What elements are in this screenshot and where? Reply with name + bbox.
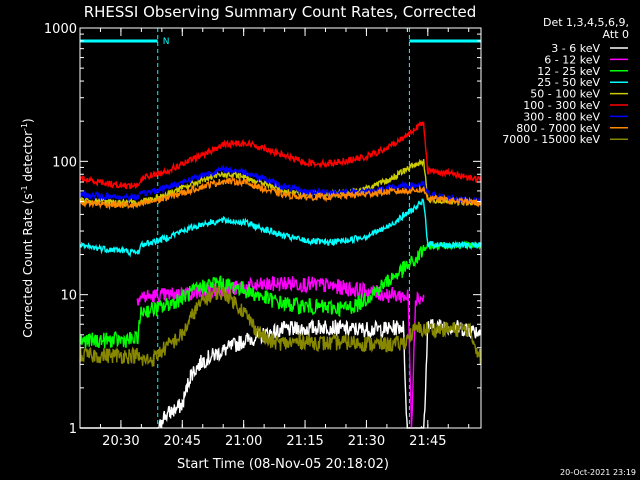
series-line: [79, 240, 482, 349]
night-marker-label: N: [163, 37, 170, 47]
legend-label: 25 - 50 keV: [537, 76, 600, 89]
x-tick-label: 21:30: [348, 434, 385, 449]
x-axis: 20:30 20:45 21:00 21:15 21:30 21:45: [79, 28, 470, 449]
legend-label: 300 - 800 keV: [523, 110, 600, 123]
legend-label: 50 - 100 keV: [530, 88, 600, 101]
y-tick-label: 100: [52, 155, 77, 170]
chart-title: RHESSI Observing Summary Count Rates, Co…: [84, 3, 477, 21]
series-line: [79, 285, 482, 367]
y-axis-label-main: Corrected Count Rate (s: [21, 193, 35, 337]
legend-label: 800 - 7000 keV: [516, 122, 600, 135]
x-axis-label: Start Time (08-Nov-05 20:18:02): [177, 457, 389, 472]
legend-header: Det 1,3,4,5,6,9,: [543, 16, 629, 29]
y-tick-label: 10: [60, 289, 77, 304]
series-line: [79, 120, 482, 190]
y-axis-label-mid: detector: [21, 131, 35, 186]
x-tick-label: 21:00: [225, 434, 262, 449]
y-axis-label-end: ): [21, 118, 35, 123]
y-axis: 1 10 100 1000: [44, 22, 481, 437]
y-tick-label: 1000: [44, 22, 77, 37]
legend-subheader: Att 0: [603, 28, 629, 41]
y-axis-label-sup1: -1: [20, 185, 29, 193]
timestamp: 20-Oct-2021 23:19: [560, 468, 636, 477]
series-line: [79, 198, 482, 258]
x-tick-label: 20:30: [102, 434, 139, 449]
series-line: [79, 163, 482, 206]
x-tick-label: 21:45: [409, 434, 446, 449]
legend-label: 12 - 25 keV: [537, 65, 600, 78]
series-line: [80, 175, 482, 211]
y-axis-label-sup2: -1: [20, 123, 29, 131]
legend-label: 100 - 300 keV: [523, 99, 600, 112]
plot-frame: [79, 27, 482, 429]
legend-label: 7000 - 15000 keV: [502, 133, 600, 146]
y-axis-label: Corrected Count Rate (s-1 detector-1): [20, 118, 35, 337]
legend-label: 3 - 6 keV: [551, 42, 600, 55]
x-tick-label: 21:15: [286, 434, 323, 449]
x-tick-label: 20:45: [164, 434, 201, 449]
legend-label: 6 - 12 keV: [544, 53, 600, 66]
y-tick-label: 1: [69, 422, 77, 437]
